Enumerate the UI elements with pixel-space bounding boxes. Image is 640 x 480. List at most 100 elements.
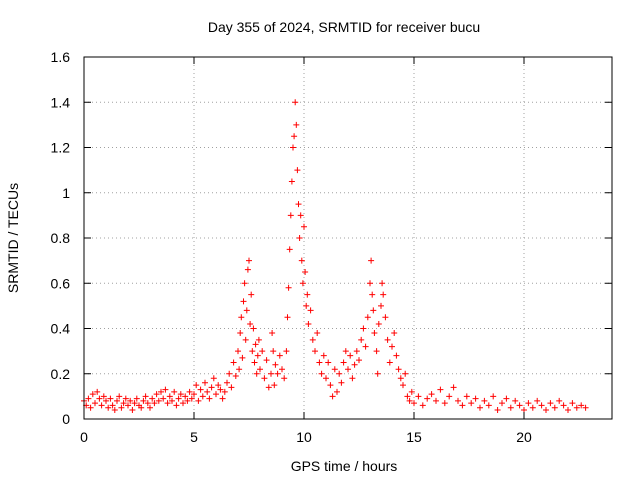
data-point [257, 366, 263, 373]
data-point [195, 397, 202, 404]
data-point [441, 400, 448, 407]
grid-lines [84, 57, 612, 419]
data-point [309, 336, 316, 343]
data-point [373, 348, 380, 355]
data-point [288, 178, 295, 185]
data-point [565, 406, 571, 413]
data-point [382, 314, 389, 321]
data-point [455, 397, 461, 404]
data-point [158, 388, 164, 395]
x-tick-label: 10 [296, 429, 312, 445]
data-point [252, 341, 259, 348]
data-point [259, 348, 266, 355]
data-point [298, 257, 305, 264]
data-point [177, 391, 184, 398]
data-point [378, 302, 384, 309]
data-point [133, 395, 140, 402]
data-point [485, 402, 492, 409]
data-point [578, 402, 585, 409]
data-point [263, 357, 270, 364]
data-point [384, 336, 391, 343]
data-point [202, 379, 208, 386]
data-point [389, 343, 395, 350]
data-point [249, 348, 256, 355]
data-point [155, 397, 162, 404]
data-point [129, 406, 136, 413]
data-point [302, 268, 309, 275]
data-point [320, 352, 327, 359]
data-point [122, 395, 129, 402]
data-point [371, 330, 378, 337]
data-point [269, 330, 276, 337]
data-point [433, 397, 439, 404]
data-point [477, 404, 483, 411]
data-point [543, 406, 549, 413]
data-point [96, 395, 103, 402]
data-point [140, 397, 147, 404]
data-point [556, 397, 563, 404]
data-point [283, 348, 290, 355]
data-point [368, 257, 375, 264]
data-point [232, 373, 239, 380]
data-point [342, 348, 349, 355]
data-point [397, 375, 404, 382]
y-tick-label: 0.8 [51, 230, 71, 246]
data-point [111, 406, 118, 413]
data-point [197, 386, 204, 393]
data-point [120, 400, 127, 407]
data-point [437, 386, 444, 393]
data-point [98, 402, 105, 409]
data-point [428, 391, 435, 398]
data-point [204, 388, 211, 395]
data-point [336, 370, 343, 377]
data-point [255, 336, 262, 343]
data-point [481, 397, 488, 404]
data-point [534, 397, 541, 404]
data-point [287, 212, 294, 219]
data-point [239, 354, 246, 361]
data-point [169, 397, 175, 404]
data-point [411, 400, 417, 407]
data-point [89, 391, 96, 398]
data-point [406, 397, 413, 404]
data-point [107, 395, 114, 402]
x-tick-label: 15 [406, 429, 422, 445]
data-point [109, 402, 116, 409]
data-point [217, 386, 224, 393]
data-point [230, 359, 237, 366]
data-point [235, 348, 241, 355]
data-point [294, 167, 301, 174]
data-point [356, 357, 362, 364]
data-point [87, 404, 94, 411]
data-point [221, 388, 228, 395]
data-point [327, 382, 334, 389]
data-point [173, 402, 180, 409]
data-point [271, 382, 278, 389]
x-tick-label: 20 [516, 429, 532, 445]
data-point [338, 379, 345, 386]
y-tick-label: 0.2 [51, 366, 71, 382]
data-point [296, 235, 303, 241]
data-point [144, 400, 151, 407]
data-point [331, 366, 338, 373]
data-point [180, 400, 186, 407]
data-point [242, 336, 249, 343]
data-point [237, 330, 244, 337]
data-point [305, 320, 312, 327]
data-point [240, 298, 247, 305]
data-point [347, 352, 354, 359]
data-point [250, 325, 257, 332]
data-point [404, 393, 411, 400]
data-point [118, 404, 125, 411]
data-point [307, 307, 314, 314]
data-point [297, 212, 304, 219]
data-point [538, 402, 545, 409]
data-point [375, 320, 382, 327]
x-tick-label: 5 [190, 429, 198, 445]
data-point [395, 366, 402, 373]
data-point [551, 404, 558, 411]
data-point [291, 133, 298, 140]
data-point [213, 391, 219, 398]
data-point [193, 382, 200, 389]
data-point [512, 397, 519, 404]
